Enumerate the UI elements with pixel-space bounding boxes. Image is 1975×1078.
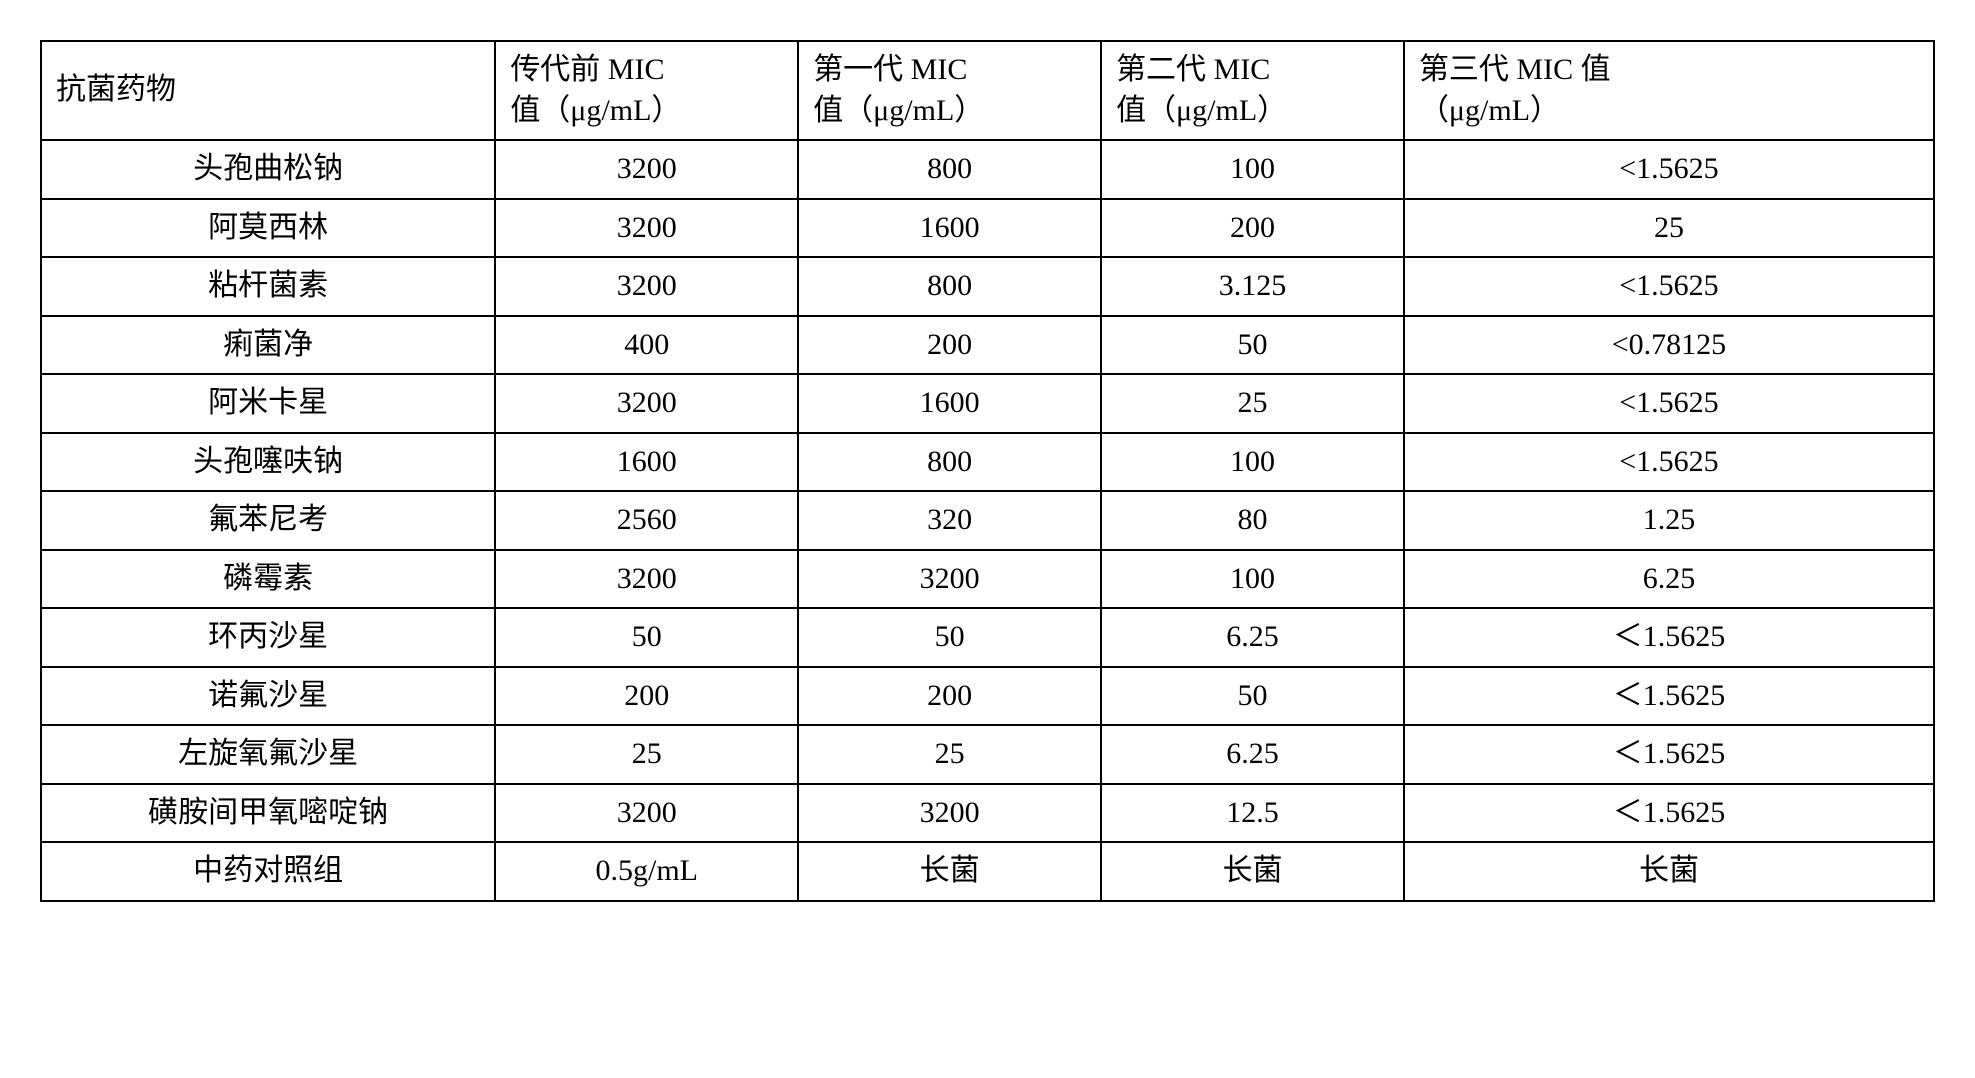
mic-value-cell: 320	[798, 491, 1101, 550]
mic-value-cell: 6.25	[1101, 608, 1404, 667]
col-header-gen1-line2: 值（μg/mL）	[813, 94, 984, 127]
mic-value-cell: 200	[1101, 199, 1404, 258]
drug-name-cell: 磷霉素	[41, 550, 495, 609]
mic-value-cell: <1.5625	[1404, 140, 1934, 199]
col-header-gen3-line1: 第三代 MIC 值	[1419, 53, 1611, 86]
mic-value-cell: 6.25	[1101, 725, 1404, 784]
col-header-drug-line1: 抗菌药物	[56, 73, 176, 106]
mic-value-cell: ＜1.5625	[1404, 725, 1934, 784]
mic-value-cell: 50	[1101, 667, 1404, 726]
mic-value-cell: 800	[798, 140, 1101, 199]
mic-value-cell: 800	[798, 433, 1101, 492]
col-header-gen1: 第一代 MIC 值（μg/mL）	[798, 41, 1101, 140]
mic-value-cell: 25	[798, 725, 1101, 784]
mic-value-cell: 400	[495, 316, 798, 375]
table-row: 环丙沙星50506.25＜1.5625	[41, 608, 1934, 667]
mic-value-cell: 100	[1101, 140, 1404, 199]
mic-table: 抗菌药物 传代前 MIC 值（μg/mL） 第一代 MIC 值（μg/mL） 第…	[40, 40, 1935, 902]
col-header-pre-line1: 传代前 MIC	[510, 53, 664, 86]
mic-value-cell: ＜1.5625	[1404, 784, 1934, 843]
table-row: 诺氟沙星20020050＜1.5625	[41, 667, 1934, 726]
mic-value-cell: 3200	[495, 374, 798, 433]
col-header-gen1-line1: 第一代 MIC	[813, 53, 967, 86]
mic-value-cell: 3200	[495, 784, 798, 843]
table-row: 头孢曲松钠3200800100<1.5625	[41, 140, 1934, 199]
table-row: 阿米卡星3200160025<1.5625	[41, 374, 1934, 433]
col-header-pre: 传代前 MIC 值（μg/mL）	[495, 41, 798, 140]
mic-value-cell: 3200	[495, 550, 798, 609]
mic-value-cell: ＜1.5625	[1404, 667, 1934, 726]
mic-value-cell: <1.5625	[1404, 257, 1934, 316]
table-row: 中药对照组0.5g/mL长菌长菌长菌	[41, 842, 1934, 901]
mic-value-cell: 3200	[495, 257, 798, 316]
drug-name-cell: 头孢曲松钠	[41, 140, 495, 199]
mic-value-cell: 3200	[798, 550, 1101, 609]
mic-value-cell: 3200	[495, 199, 798, 258]
mic-value-cell: 3.125	[1101, 257, 1404, 316]
mic-value-cell: 100	[1101, 550, 1404, 609]
col-header-pre-line2: 值（μg/mL）	[510, 94, 681, 127]
drug-name-cell: 阿米卡星	[41, 374, 495, 433]
mic-value-cell: 1600	[495, 433, 798, 492]
mic-value-cell: ＜1.5625	[1404, 608, 1934, 667]
table-row: 头孢噻呋钠1600800100<1.5625	[41, 433, 1934, 492]
col-header-drug: 抗菌药物	[41, 41, 495, 140]
col-header-gen2: 第二代 MIC 值（μg/mL）	[1101, 41, 1404, 140]
drug-name-cell: 磺胺间甲氧嘧啶钠	[41, 784, 495, 843]
mic-value-cell: 25	[1101, 374, 1404, 433]
mic-value-cell: 200	[495, 667, 798, 726]
mic-value-cell: 80	[1101, 491, 1404, 550]
mic-value-cell: 800	[798, 257, 1101, 316]
table-row: 痢菌净40020050<0.78125	[41, 316, 1934, 375]
drug-name-cell: 粘杆菌素	[41, 257, 495, 316]
mic-value-cell: 12.5	[1101, 784, 1404, 843]
mic-value-cell: 25	[1404, 199, 1934, 258]
mic-value-cell: 50	[1101, 316, 1404, 375]
table-body: 头孢曲松钠3200800100<1.5625阿莫西林3200160020025粘…	[41, 140, 1934, 901]
mic-value-cell: 50	[495, 608, 798, 667]
mic-value-cell: 长菌	[1404, 842, 1934, 901]
table-row: 左旋氧氟沙星25256.25＜1.5625	[41, 725, 1934, 784]
mic-value-cell: 1.25	[1404, 491, 1934, 550]
mic-value-cell: 6.25	[1404, 550, 1934, 609]
table-row: 阿莫西林3200160020025	[41, 199, 1934, 258]
drug-name-cell: 头孢噻呋钠	[41, 433, 495, 492]
mic-value-cell: 25	[495, 725, 798, 784]
mic-value-cell: 100	[1101, 433, 1404, 492]
table-row: 磺胺间甲氧嘧啶钠3200320012.5＜1.5625	[41, 784, 1934, 843]
mic-value-cell: <1.5625	[1404, 374, 1934, 433]
drug-name-cell: 阿莫西林	[41, 199, 495, 258]
drug-name-cell: 环丙沙星	[41, 608, 495, 667]
mic-value-cell: 1600	[798, 374, 1101, 433]
mic-value-cell: 3200	[495, 140, 798, 199]
mic-value-cell: 2560	[495, 491, 798, 550]
drug-name-cell: 诺氟沙星	[41, 667, 495, 726]
mic-value-cell: 200	[798, 316, 1101, 375]
mic-value-cell: 1600	[798, 199, 1101, 258]
header-row: 抗菌药物 传代前 MIC 值（μg/mL） 第一代 MIC 值（μg/mL） 第…	[41, 41, 1934, 140]
col-header-gen2-line2: 值（μg/mL）	[1116, 94, 1287, 127]
drug-name-cell: 左旋氧氟沙星	[41, 725, 495, 784]
mic-value-cell: 50	[798, 608, 1101, 667]
mic-value-cell: 长菌	[798, 842, 1101, 901]
table-row: 磷霉素320032001006.25	[41, 550, 1934, 609]
mic-value-cell: 3200	[798, 784, 1101, 843]
mic-value-cell: 0.5g/mL	[495, 842, 798, 901]
mic-value-cell: <1.5625	[1404, 433, 1934, 492]
mic-value-cell: <0.78125	[1404, 316, 1934, 375]
drug-name-cell: 中药对照组	[41, 842, 495, 901]
table-row: 氟苯尼考2560320801.25	[41, 491, 1934, 550]
mic-value-cell: 长菌	[1101, 842, 1404, 901]
col-header-gen2-line1: 第二代 MIC	[1116, 53, 1270, 86]
table-row: 粘杆菌素32008003.125<1.5625	[41, 257, 1934, 316]
mic-value-cell: 200	[798, 667, 1101, 726]
drug-name-cell: 痢菌净	[41, 316, 495, 375]
col-header-gen3: 第三代 MIC 值 （μg/mL）	[1404, 41, 1934, 140]
drug-name-cell: 氟苯尼考	[41, 491, 495, 550]
col-header-gen3-line2: （μg/mL）	[1419, 94, 1560, 127]
table-header: 抗菌药物 传代前 MIC 值（μg/mL） 第一代 MIC 值（μg/mL） 第…	[41, 41, 1934, 140]
